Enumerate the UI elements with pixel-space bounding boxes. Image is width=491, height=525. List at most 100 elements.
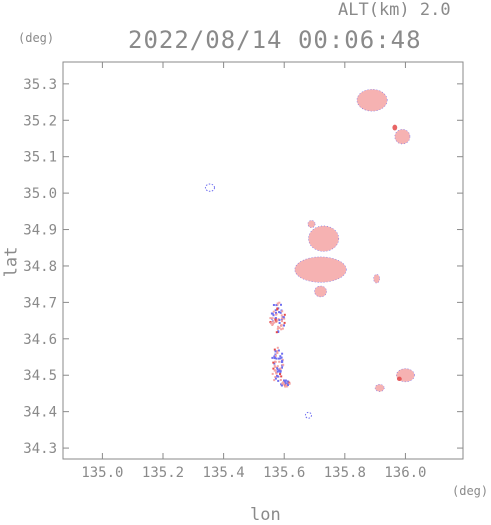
echo-pixel [279, 367, 282, 370]
echo-region-west-cluster-b [271, 346, 285, 382]
echo-blob [394, 129, 411, 145]
echo-pixel [280, 303, 282, 306]
timestamp-title: 2022/08/14 00:06:48 [128, 26, 422, 54]
echo-blob [373, 274, 380, 284]
echo-pixel [274, 318, 277, 321]
y-tick-label: 35.3 [23, 77, 57, 93]
echo-pixel [278, 369, 281, 372]
y-tick-label: 34.7 [23, 295, 57, 311]
echo-region-south-speck [304, 411, 312, 419]
y-tick-label: 34.8 [23, 259, 57, 275]
echo-pixel [279, 371, 282, 374]
echo-pixel [280, 324, 283, 327]
echo-pixel [276, 366, 279, 369]
echo-pixel [284, 379, 287, 382]
echo-pixel [269, 317, 272, 320]
echo-pixel [275, 331, 278, 334]
echo-pixel [279, 311, 282, 314]
echo-pixel [277, 357, 280, 360]
plot-frame [62, 61, 464, 460]
echo-pixel [282, 316, 285, 319]
y-tick-label: 34.9 [23, 223, 57, 239]
echo-pixel [274, 356, 277, 359]
echo-pixel [276, 303, 279, 306]
echo-pixel [277, 379, 280, 382]
echo-pixel [283, 321, 286, 324]
y-tick-label: 34.3 [23, 441, 57, 457]
echo-region-north-cell [308, 225, 340, 252]
echo-blob [308, 225, 340, 252]
echo-pixel [272, 322, 274, 325]
echo-pixel [274, 376, 277, 378]
echo-region-central-tail [314, 285, 327, 298]
echo-pixel [284, 382, 287, 385]
echo-pixel [286, 383, 289, 386]
echo-pixel [272, 304, 275, 306]
echo-region-ne-core [392, 124, 398, 131]
y-tick-label: 35.2 [23, 113, 57, 129]
echo-pixel [278, 322, 281, 324]
echo-pixel [271, 317, 274, 320]
echo-pixel [282, 381, 284, 384]
echo-pixel [278, 311, 281, 314]
echo-region-southeast-small [374, 384, 385, 392]
x-tick-label: 136.0 [384, 465, 426, 481]
echo-pixel [288, 382, 291, 385]
echo-pixel [272, 320, 275, 323]
echo-pixel [278, 360, 281, 363]
echo-outline [304, 411, 312, 419]
echo-pixel [276, 370, 279, 373]
echo-pixel [281, 327, 284, 330]
echo-pixel [276, 346, 279, 349]
echo-pixel [276, 375, 278, 377]
echo-blob [392, 124, 398, 131]
echo-pixel [280, 328, 283, 331]
echo-region-nw-speck [204, 183, 216, 192]
echo-region-west-cluster-c [280, 379, 291, 388]
echo-region-north-cell-top [307, 220, 316, 229]
echo-pixel [274, 309, 277, 312]
echo-pixel [280, 314, 283, 317]
echo-blob [294, 256, 347, 283]
echo-pixel [280, 375, 283, 378]
echo-pixel [275, 304, 278, 307]
echo-pixel [272, 314, 275, 317]
echo-pixel [270, 312, 273, 315]
x-tick-label: 135.4 [203, 465, 245, 481]
echo-pixel [284, 385, 287, 388]
echo-pixel [273, 379, 276, 382]
echo-pixel [271, 372, 274, 375]
echo-blob [307, 220, 316, 229]
echo-pixel [277, 327, 280, 329]
echo-pixel [269, 321, 272, 324]
echo-pixel [272, 367, 275, 370]
echo-pixel [276, 319, 279, 322]
echo-pixel [281, 382, 284, 385]
y-tick-label: 34.6 [23, 332, 57, 348]
echo-pixel [276, 368, 279, 371]
echo-pixel [275, 372, 278, 375]
tick-layer: 135.0 135.2 135.4 135.6 135.8 136.0 34.3 34.4 34… [23, 62, 463, 481]
echo-blob [314, 285, 327, 298]
echo-pixel [281, 359, 284, 362]
echo-pixel [277, 325, 280, 328]
echo-pixel [277, 349, 280, 352]
echo-blob [396, 376, 402, 382]
echo-pixel [286, 385, 289, 388]
echo-region-central-band [294, 256, 347, 283]
echo-pixel [281, 352, 284, 355]
y-tick-label: 35.0 [23, 186, 57, 202]
x-axis-label: lon [250, 505, 281, 525]
echo-pixel [273, 369, 276, 372]
echo-pixel [271, 324, 274, 326]
echo-region-ne-tail [394, 129, 411, 145]
echo-pixel [276, 302, 279, 305]
echo-pixel [275, 357, 278, 360]
echo-pixel [271, 356, 274, 359]
echo-pixel [272, 361, 275, 364]
echo-pixel [280, 383, 283, 386]
echo-pixel [276, 365, 279, 368]
echo-pixel [279, 379, 282, 381]
echo-outline [204, 183, 216, 192]
echo-pixel [279, 357, 282, 360]
